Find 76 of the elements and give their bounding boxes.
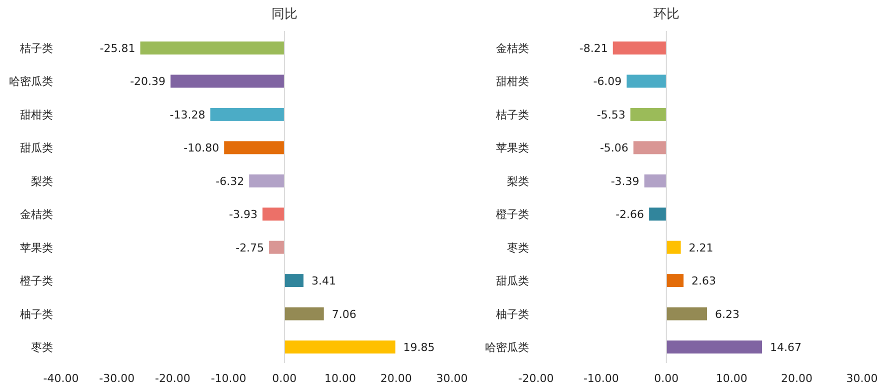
data-label: -8.21 [579, 42, 608, 55]
x-tick-label: 20.00 [781, 372, 813, 385]
y-tick-label: 金桔类 [20, 208, 53, 222]
data-label: -5.53 [596, 108, 626, 122]
y-tick-label: 柚子类 [496, 308, 529, 321]
data-label: 2.21 [688, 241, 714, 254]
x-tick-label: -10.00 [210, 372, 246, 385]
data-label: -25.81 [100, 42, 136, 55]
data-label: 14.67 [770, 341, 802, 354]
data-label: -3.93 [229, 208, 258, 222]
bar [612, 42, 666, 54]
data-label: 7.06 [332, 308, 356, 321]
data-label: -3.39 [610, 174, 640, 188]
bar [666, 307, 708, 320]
bar [249, 174, 284, 188]
bar [649, 208, 666, 221]
bar [633, 141, 666, 154]
x-tick-label: -20.00 [518, 372, 554, 385]
y-tick-label: 苹果类 [496, 142, 529, 155]
bar [666, 240, 681, 254]
y-tick-label: 哈密瓜类 [485, 341, 529, 354]
y-tick-label: 橙子类 [496, 208, 529, 222]
bar [269, 240, 284, 254]
bar [284, 274, 304, 288]
y-tick-label: 甜柑类 [20, 108, 53, 122]
chart-title: 同比 [271, 7, 298, 22]
y-tick-label: 甜柑类 [496, 75, 529, 88]
bar [262, 208, 284, 221]
y-tick-label: 枣类 [507, 241, 529, 254]
x-tick-label: -30.00 [99, 372, 135, 385]
y-tick-label: 哈密瓜类 [9, 75, 53, 88]
y-tick-label: 梨类 [507, 174, 529, 188]
y-tick-label: 苹果类 [20, 241, 53, 254]
x-tick-label: 20.00 [380, 372, 412, 385]
data-label: 3.41 [311, 274, 336, 288]
x-tick-label: -20.00 [154, 372, 190, 385]
bar [284, 307, 324, 320]
bar [644, 174, 666, 188]
data-label: -6.09 [593, 75, 622, 88]
x-tick-label: -40.00 [43, 372, 79, 385]
y-tick-label: 枣类 [31, 341, 53, 354]
bar [284, 340, 396, 354]
y-tick-label: 梨类 [31, 174, 53, 188]
x-tick-label: 0.00 [654, 372, 679, 385]
bar [170, 74, 284, 88]
data-label: -6.32 [216, 174, 244, 188]
y-tick-label: 甜瓜类 [496, 274, 529, 288]
x-tick-label: 30.00 [846, 372, 878, 385]
y-tick-label: 甜瓜类 [20, 142, 53, 155]
x-tick-label: 10.00 [324, 372, 356, 385]
data-label: -13.28 [170, 108, 206, 122]
x-tick-label: 0.00 [272, 372, 297, 385]
y-tick-label: 桔子类 [19, 42, 53, 55]
data-label: -10.80 [184, 142, 220, 155]
bar [210, 108, 284, 121]
data-label: -2.75 [236, 241, 264, 254]
x-tick-label: 30.00 [436, 372, 468, 385]
data-label: 2.63 [692, 274, 716, 288]
data-label: -20.39 [130, 75, 166, 88]
bar [630, 108, 666, 121]
x-tick-label: -10.00 [583, 372, 619, 385]
data-label: -2.66 [616, 208, 644, 222]
bar [626, 74, 666, 88]
bar [224, 141, 284, 154]
data-label: 6.23 [715, 308, 740, 321]
y-tick-label: 金桔类 [496, 42, 529, 55]
y-tick-label: 橙子类 [20, 274, 53, 288]
data-label: -5.06 [600, 142, 628, 155]
bar [140, 42, 284, 54]
y-tick-label: 柚子类 [20, 308, 53, 321]
data-label: 19.85 [403, 341, 435, 354]
bar [666, 340, 762, 354]
bar [666, 274, 684, 288]
x-tick-label: 10.00 [716, 372, 748, 385]
y-tick-label: 桔子类 [495, 108, 529, 122]
chart-title: 环比 [653, 7, 680, 22]
